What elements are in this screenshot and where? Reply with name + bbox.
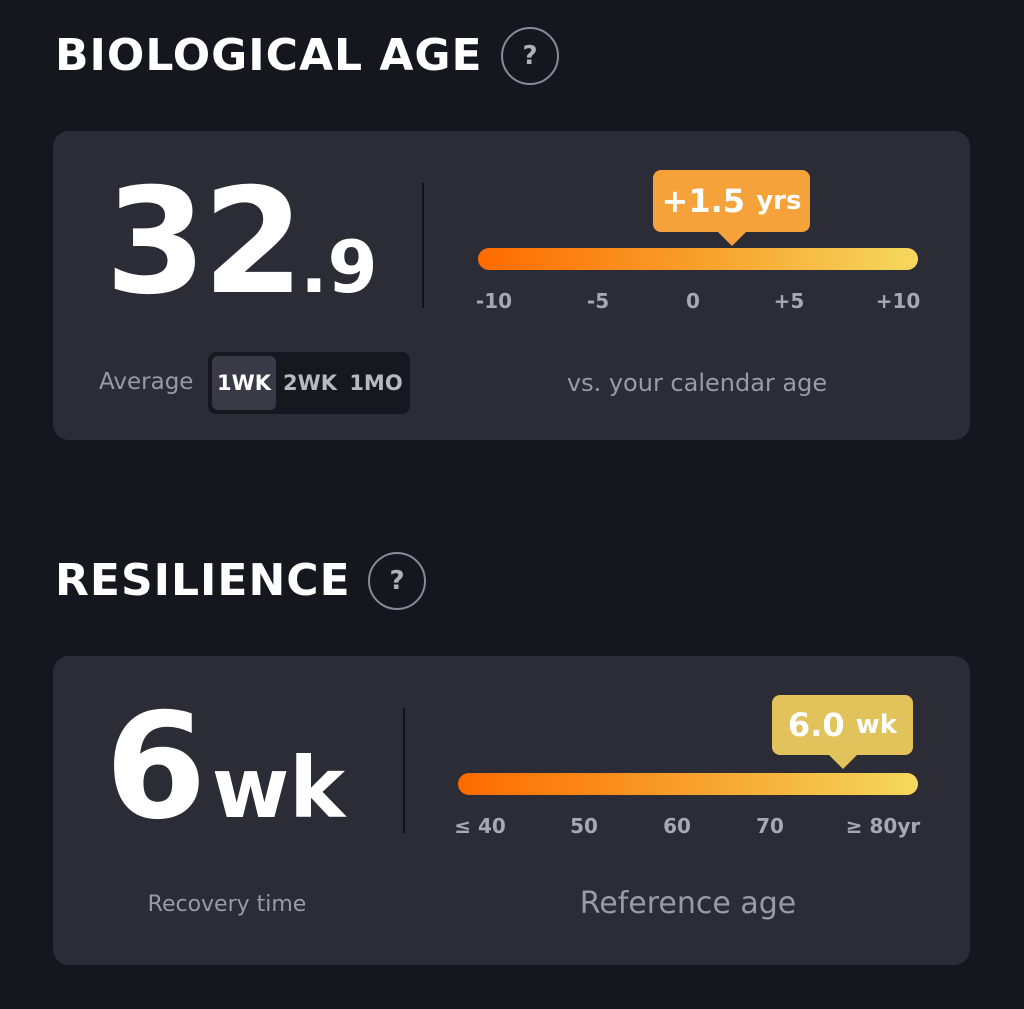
scale-label: 0 <box>686 289 700 313</box>
caption: vs. your calendar age <box>566 369 828 397</box>
scale-label: +5 <box>773 289 805 313</box>
scale-label: ≥ 80yr <box>845 814 921 838</box>
badge-pointer <box>718 232 746 246</box>
help-button[interactable]: ? <box>501 27 559 85</box>
resilience-value: 6 wk <box>105 694 345 840</box>
value-number: 6 <box>105 682 207 852</box>
divider <box>403 708 405 833</box>
bio-age-value: 32.9 <box>105 169 378 315</box>
scale-label: ≤ 40 <box>454 814 506 838</box>
bio-age-card: 32.9 +1.5 yrs -10 -5 0 +5 +10 Average 1W… <box>53 131 970 440</box>
badge-unit: yrs <box>756 186 802 216</box>
period-toggle: 1WK 2WK 1MO <box>208 352 410 414</box>
badge-unit: wk <box>855 710 898 740</box>
delta-badge: +1.5 yrs <box>653 170 810 246</box>
value-unit: wk <box>211 739 346 837</box>
section-title: RESILIENCE <box>55 555 351 606</box>
scale-label: -5 <box>586 289 610 313</box>
section-title: BIOLOGICAL AGE <box>55 30 483 81</box>
caption: Recovery time <box>147 892 307 917</box>
gradient-bar <box>458 773 918 795</box>
badge-pointer <box>829 755 857 769</box>
scale-label: -10 <box>475 289 513 313</box>
period-option[interactable]: 2WK <box>282 371 338 395</box>
value-decimal: .9 <box>300 225 378 309</box>
resilience-card: 6 wk 6.0 wk ≤ 40 50 60 70 ≥ 80yr Recover… <box>53 656 970 965</box>
scale-label: +10 <box>875 289 921 313</box>
badge-value: 6.0 <box>787 706 845 744</box>
caption: Reference age <box>579 886 797 921</box>
help-button[interactable]: ? <box>368 552 426 610</box>
value-whole: 32 <box>105 157 304 327</box>
badge-value: +1.5 <box>661 182 746 220</box>
scale-label: 60 <box>663 814 691 838</box>
period-option[interactable]: 1WK <box>212 356 276 410</box>
scale-label: 70 <box>756 814 784 838</box>
scale-label: 50 <box>570 814 598 838</box>
average-label: Average <box>99 369 194 395</box>
value-badge: 6.0 wk <box>772 695 913 769</box>
period-option[interactable]: 1MO <box>349 371 403 395</box>
gradient-bar <box>478 248 918 270</box>
divider <box>422 183 424 308</box>
